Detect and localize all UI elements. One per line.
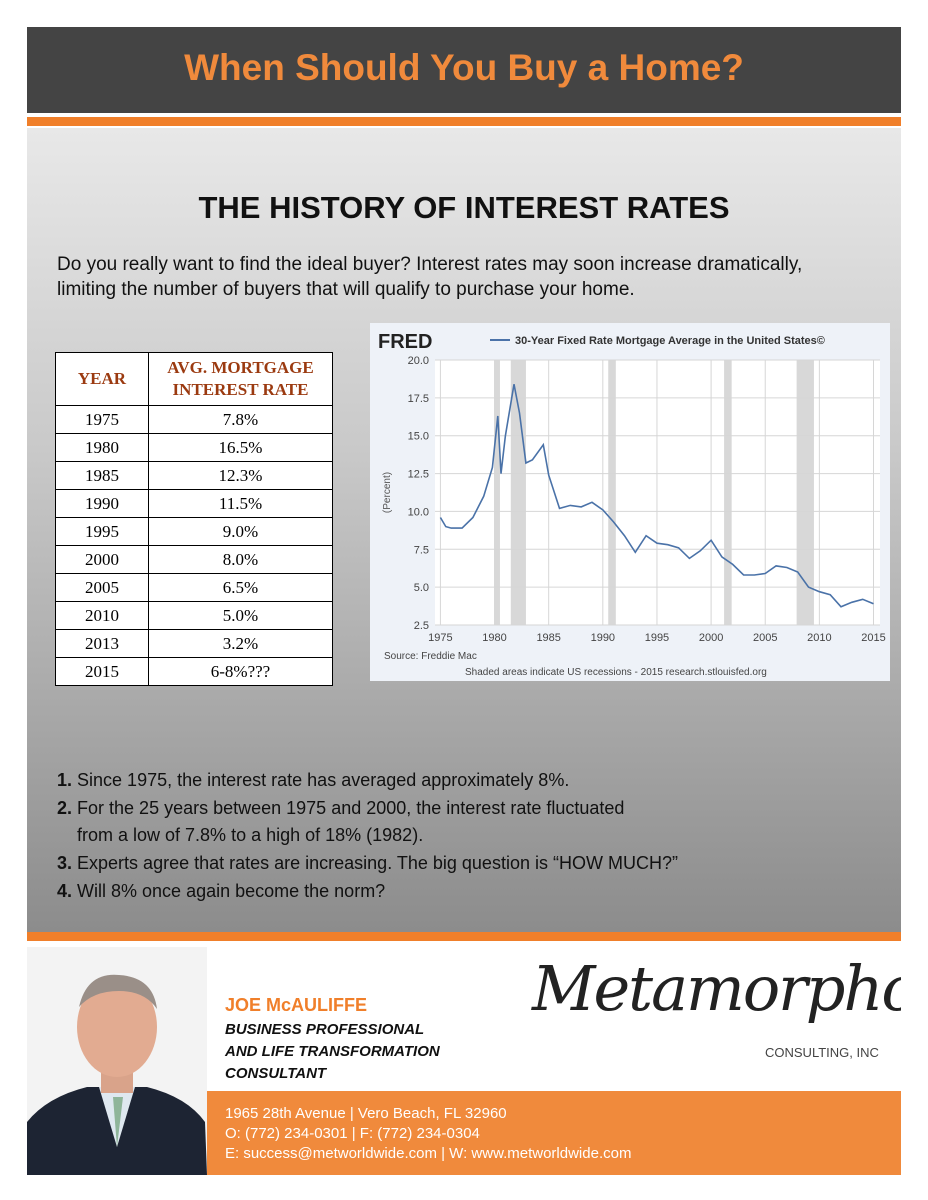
header-cell: AVG. MORTGAGE INTEREST RATE — [148, 352, 333, 406]
rate-cell: 16.5% — [148, 433, 333, 462]
header-title: When Should You Buy a Home? — [184, 47, 744, 88]
year-cell: 1985 — [55, 461, 149, 490]
year-cell: 1995 — [55, 517, 149, 546]
recession-band — [494, 360, 500, 625]
intro-text: Do you really want to find the ideal buy… — [57, 254, 803, 300]
contact-role: CONSULTANT — [225, 1065, 327, 1082]
point: 4. Will 8% once again become the norm? — [57, 881, 385, 902]
y-tick-label: 7.5 — [414, 544, 429, 556]
y-tick-label: 2.5 — [414, 620, 429, 632]
point: 3. Experts agree that rates are increasi… — [57, 853, 678, 874]
table-row: 2005 6.5% — [55, 573, 333, 602]
rate-cell: 6.5% — [148, 573, 333, 602]
chart-note: Shaded areas indicate US recessions - 20… — [465, 667, 767, 678]
year-cell: 1990 — [55, 489, 149, 518]
rate-cell: 7.8% — [148, 405, 333, 434]
point: 2. For the 25 years between 1975 and 200… — [57, 798, 624, 819]
recession-band — [510, 360, 526, 625]
table-header: YEAR AVG. MORTGAGE INTEREST RATE — [55, 352, 333, 406]
year-cell: 2013 — [55, 629, 149, 658]
flyer: When Should You Buy a Home? THE HISTORY … — [27, 27, 901, 1175]
point-text: Will 8% once again become the norm? — [77, 881, 386, 901]
contact-role: AND LIFE TRANSFORMATION — [225, 1043, 440, 1060]
y-tick-label: 5.0 — [414, 582, 429, 594]
table-row: 1990 11.5% — [55, 489, 333, 518]
rate-cell: 11.5% — [148, 489, 333, 518]
year-cell: 2005 — [55, 573, 149, 602]
rate-cell: 9.0% — [148, 517, 333, 546]
table-row: 2010 5.0% — [55, 601, 333, 630]
point: 1. Since 1975, the interest rate has ave… — [57, 770, 569, 791]
table-row: 1995 9.0% — [55, 517, 333, 546]
rate-cell: 3.2% — [148, 629, 333, 658]
x-tick-label: 1975 — [428, 632, 452, 644]
point-text: Since 1975, the interest rate has averag… — [77, 770, 570, 790]
point-number: 4. — [57, 881, 73, 901]
header-bar: When Should You Buy a Home? — [27, 27, 901, 113]
recession-band — [608, 360, 616, 625]
x-tick-label: 2005 — [753, 632, 777, 644]
orange-stripe — [27, 117, 901, 126]
section-heading: THE HISTORY OF INTEREST RATES — [198, 190, 730, 225]
point-text: Experts agree that rates are increasing.… — [77, 853, 678, 873]
y-tick-label: 17.5 — [408, 393, 429, 405]
brand-logo: Metamorphosis — [532, 952, 901, 1025]
y-axis-label: (Percent) — [382, 472, 393, 513]
table-row: 1985 12.3% — [55, 461, 333, 490]
year-cell: 1975 — [55, 405, 149, 434]
year-cell: 2015 — [55, 657, 149, 686]
rate-cell: 5.0% — [148, 601, 333, 630]
x-tick-label: 1995 — [645, 632, 669, 644]
rate-cell: 12.3% — [148, 461, 333, 490]
rate-cell: 8.0% — [148, 545, 333, 574]
chart-source: Source: Freddie Mac — [384, 651, 477, 662]
year-cell: 1980 — [55, 433, 149, 462]
year-cell: 2000 — [55, 545, 149, 574]
table-row: 2013 3.2% — [55, 629, 333, 658]
point-number: 2. — [57, 798, 73, 818]
portrait — [27, 947, 207, 1175]
contact-address: 1965 28th Avenue | Vero Beach, FL 32960 — [225, 1105, 507, 1122]
table-row: 2000 8.0% — [55, 545, 333, 574]
x-tick-label: 2000 — [699, 632, 723, 644]
y-tick-label: 15.0 — [408, 431, 429, 443]
table-row: 1980 16.5% — [55, 433, 333, 462]
chart-logo: FRED — [378, 331, 432, 353]
contact-name: JOE McAULIFFE — [225, 995, 368, 1015]
brand-subtitle: CONSULTING, INC — [765, 1045, 879, 1060]
recession-band — [724, 360, 732, 625]
x-tick-label: 1985 — [536, 632, 560, 644]
orange-stripe — [27, 932, 901, 941]
rate-cell: 6-8%??? — [148, 657, 333, 686]
contact-web: E: success@metworldwide.com | W: www.met… — [225, 1145, 632, 1162]
x-tick-label: 1980 — [482, 632, 506, 644]
y-tick-label: 10.0 — [408, 506, 429, 518]
main-panel: THE HISTORY OF INTEREST RATES Do you rea… — [27, 128, 901, 932]
x-tick-label: 2010 — [807, 632, 831, 644]
x-tick-label: 2015 — [861, 632, 885, 644]
legend-label: 30-Year Fixed Rate Mortgage Average in t… — [515, 335, 825, 347]
y-tick-label: 20.0 — [408, 355, 429, 367]
rate-table: YEAR AVG. MORTGAGE INTEREST RATE 1975 7.8… — [55, 352, 333, 686]
point-number: 1. — [57, 770, 73, 790]
data-line — [439, 384, 874, 608]
table-row: 1975 7.8% — [55, 405, 333, 434]
contact-role: BUSINESS PROFESSIONAL — [225, 1021, 425, 1038]
y-tick-label: 12.5 — [408, 469, 429, 481]
recession-band — [796, 360, 814, 625]
fred-chart: 2.5 5.0 7.5 10.0 12.5 15.0 17.5 20.0 1975 1980 198… — [370, 323, 890, 681]
point-text: For the 25 years between 1975 and 2000, … — [77, 798, 625, 818]
table-row: 2015 6-8%??? — [55, 657, 333, 686]
point-number: 3. — [57, 853, 73, 873]
year-cell: 2010 — [55, 601, 149, 630]
x-tick-label: 1990 — [591, 632, 615, 644]
contact-phone: O: (772) 234-0301 | F: (772) 234-0304 — [225, 1125, 480, 1142]
header-cell: YEAR — [55, 352, 149, 406]
point-text: from a low of 7.8% to a high of 18% (198… — [77, 825, 424, 845]
